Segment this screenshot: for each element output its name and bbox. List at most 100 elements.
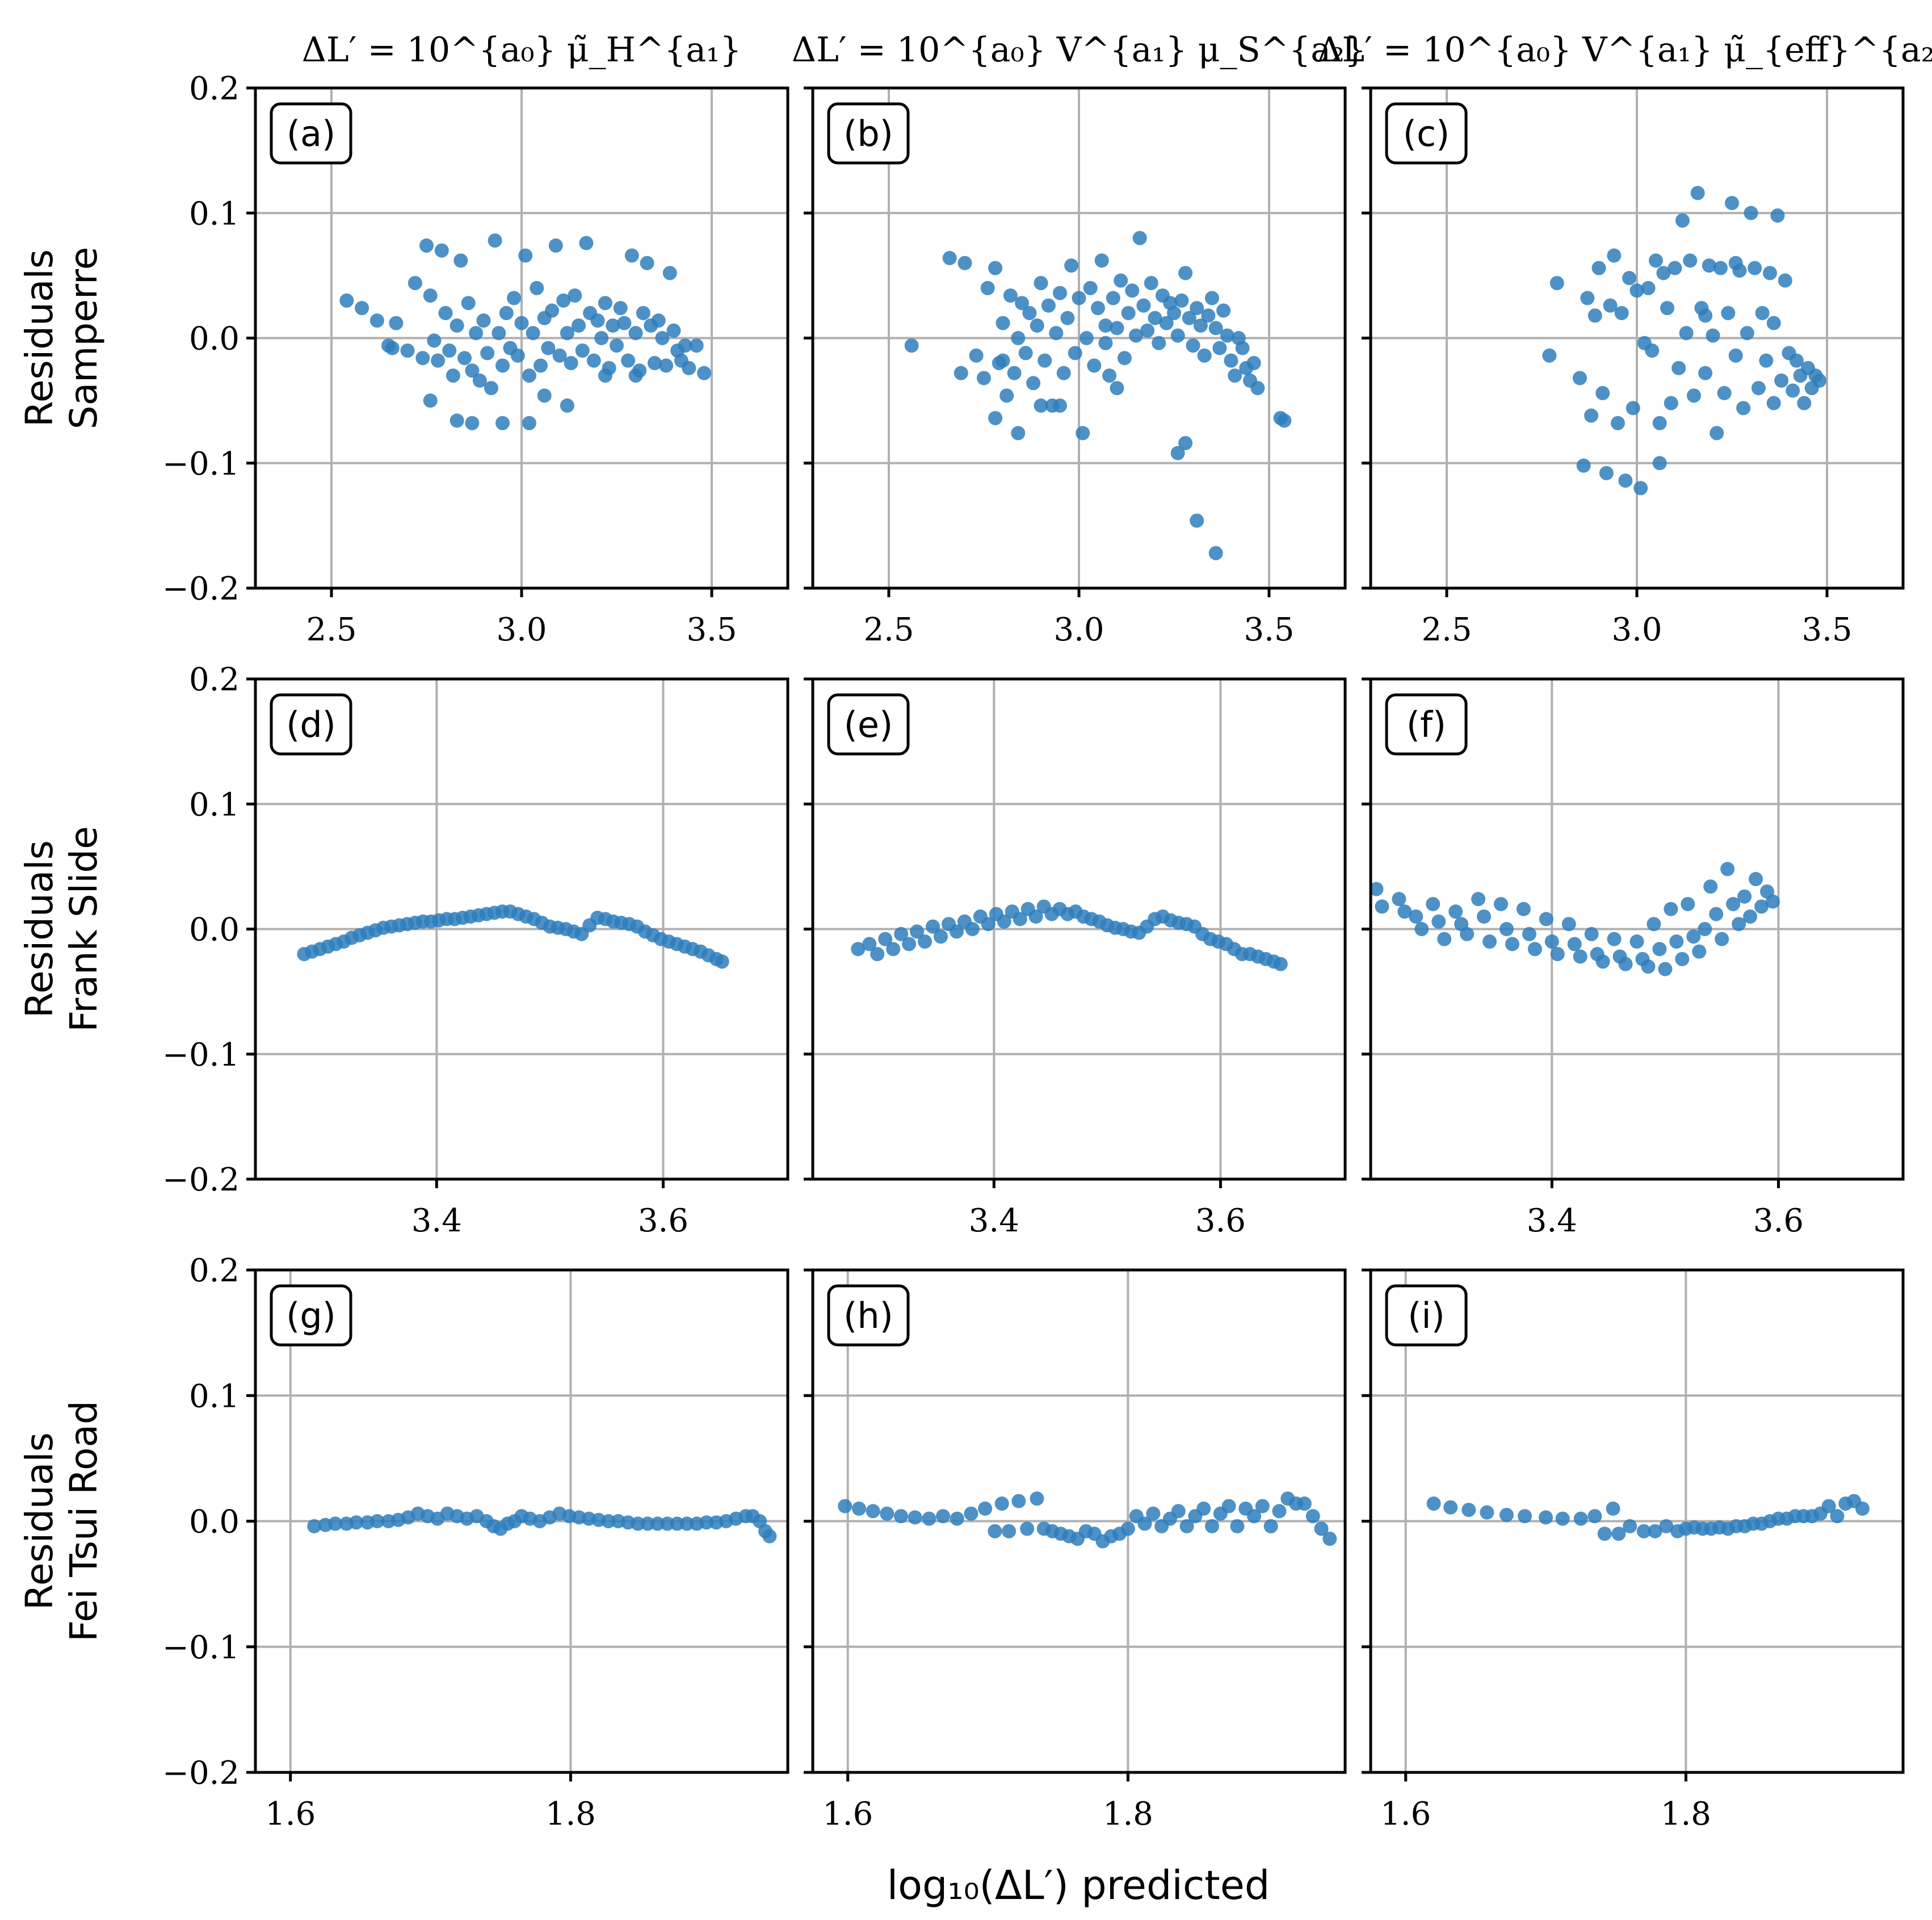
data-point [1715,932,1729,946]
data-point [1247,1509,1262,1524]
data-point [980,280,995,295]
data-point [1567,937,1582,951]
panel-label: (f) [1406,704,1446,745]
row-label-line-2: Frank Slide [62,826,106,1032]
data-point [1136,298,1151,313]
data-point [1629,283,1644,298]
data-point [996,316,1010,330]
data-point [1212,341,1227,355]
data-point [1228,368,1242,383]
data-point [1664,902,1678,916]
data-point [1038,353,1052,368]
data-point [1431,914,1446,929]
data-point [1611,416,1625,430]
data-point [978,1501,993,1516]
data-point [434,243,449,258]
data-point [465,416,480,430]
data-point [1235,341,1250,355]
row-label-line-1: Residuals [18,1432,61,1610]
data-point [556,293,571,308]
data-point [1774,373,1789,388]
data-point [1830,1509,1845,1524]
row-label-line-2: Samperre [62,247,106,429]
data-point [1584,927,1599,941]
x-tick-label: 3.0 [1053,611,1104,648]
data-point [1193,318,1208,333]
data-point [1539,912,1553,927]
data-point [1692,944,1707,959]
data-point [1397,904,1412,919]
data-point [1053,286,1067,300]
data-point [1626,401,1640,416]
panel-label-box [1385,693,1468,756]
data-point [1152,336,1166,350]
data-point [1726,896,1741,911]
data-point [1527,942,1542,957]
data-point [1305,1509,1320,1524]
data-point [1167,305,1181,320]
data-point [1778,273,1792,288]
panel-label-box [1385,1284,1468,1347]
data-point [950,1511,964,1526]
data-point [1220,328,1234,343]
data-point [1499,922,1514,936]
data-point [423,288,438,303]
data-point [1737,889,1752,904]
row-label-frank-slide: Residuals Frank Slide [18,826,106,1032]
data-point [610,338,624,353]
x-tick-label: 1.8 [1661,1796,1711,1833]
data-point [1196,1501,1211,1516]
data-point [1765,894,1780,909]
x-tick-label: 3.4 [411,1202,462,1239]
y-tick-label: 0.1 [189,195,240,232]
data-point [1448,904,1463,919]
panel-label: (c) [1403,113,1450,154]
data-point [878,932,893,946]
data-point [590,313,605,328]
data-point [369,313,384,328]
data-point [1297,1496,1312,1511]
data-point [1580,291,1595,305]
data-point [1002,1524,1017,1538]
data-point [1550,947,1565,962]
data-point [526,326,540,341]
data-point [969,348,984,363]
data-point [1272,1504,1287,1519]
data-point [575,343,590,358]
data-point [1607,932,1622,946]
y-tick-label: 0.0 [189,1504,240,1541]
data-point [1041,298,1056,313]
data-point [1369,882,1384,896]
data-point [880,1506,894,1521]
data-point [908,1510,922,1525]
data-point [1182,311,1196,325]
data-point [679,1516,694,1531]
data-point [1201,308,1216,323]
data-point [1587,1509,1602,1524]
data-point [1623,1519,1637,1533]
data-point [1518,1509,1532,1524]
data-point [1599,466,1614,480]
data-point [1208,546,1223,560]
data-point [1675,951,1690,966]
data-point [1595,954,1610,969]
data-point [1652,416,1667,430]
data-point [307,1519,322,1533]
y-tick-label: −0.1 [162,1037,240,1074]
x-tick-label: 3.4 [969,1202,1019,1239]
data-point [1721,305,1736,320]
data-point [1505,937,1519,951]
data-point [1482,934,1497,949]
x-tick-label: 1.6 [1380,1796,1431,1833]
data-point [1755,305,1770,320]
data-point [1020,1521,1035,1536]
data-point [1821,1499,1836,1514]
panel-label-box [270,693,352,756]
data-point [1611,1527,1626,1541]
column-title-1: ΔL′ = 10^{a₀} μ̃_H^{a₁} [302,30,742,70]
panel-label-box [827,1284,910,1347]
data-point [851,942,866,957]
data-point [977,371,991,385]
data-point [697,366,712,380]
